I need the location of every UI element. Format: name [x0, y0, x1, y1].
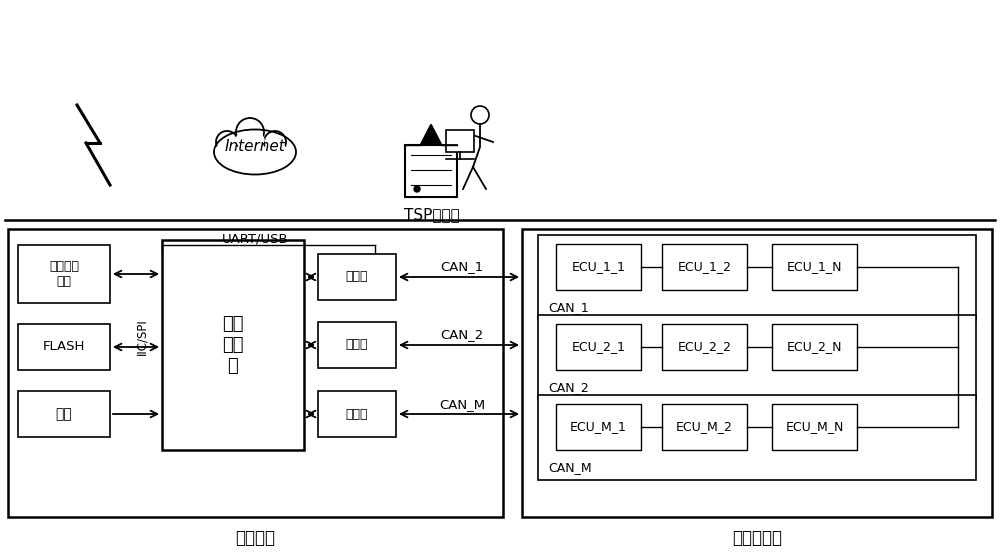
Bar [446, 130, 474, 152]
Text: 无线收发
模块: 无线收发 模块 [49, 260, 79, 288]
Bar [772, 324, 857, 370]
Text: ECU_2_1: ECU_2_1 [572, 341, 626, 354]
Bar [405, 145, 457, 197]
Text: 收发器: 收发器 [346, 407, 368, 421]
Text: CAN_1: CAN_1 [440, 260, 484, 274]
Text: 车载终端: 车载终端 [235, 529, 275, 547]
Ellipse shape [216, 143, 238, 157]
Text: Internet: Internet [225, 139, 285, 154]
Bar [538, 315, 976, 400]
Bar [556, 244, 641, 290]
Text: ECU_M_2: ECU_M_2 [676, 421, 733, 433]
Text: 收发器: 收发器 [346, 339, 368, 351]
Bar [662, 324, 747, 370]
Text: 中央
处理
器: 中央 处理 器 [222, 315, 244, 375]
Text: ECU_M_N: ECU_M_N [785, 421, 844, 433]
Bar [538, 395, 976, 480]
Text: ECU_1_1: ECU_1_1 [572, 260, 626, 274]
Text: IIC/SPI: IIC/SPI [136, 319, 148, 355]
Bar [556, 404, 641, 450]
Bar [772, 244, 857, 290]
Bar [522, 229, 992, 517]
Text: ECU_2_2: ECU_2_2 [678, 341, 732, 354]
Bar [772, 404, 857, 450]
Text: CAN_M: CAN_M [548, 462, 592, 475]
Ellipse shape [236, 118, 264, 146]
Bar [662, 404, 747, 450]
Bar [18, 245, 110, 303]
Text: CAN_1: CAN_1 [548, 301, 589, 315]
Text: ECU_2_N: ECU_2_N [787, 341, 842, 354]
Bar [318, 254, 396, 300]
Bar [556, 324, 641, 370]
Bar [318, 322, 396, 368]
Bar [162, 240, 304, 450]
Text: ECU_1_N: ECU_1_N [787, 260, 842, 274]
Text: CAN_2: CAN_2 [440, 329, 484, 341]
Text: FLASH: FLASH [43, 341, 85, 354]
Bar [662, 244, 747, 290]
Text: TSP服务器: TSP服务器 [404, 207, 460, 222]
Ellipse shape [236, 132, 264, 148]
Circle shape [414, 186, 420, 192]
Text: ECU_1_2: ECU_1_2 [678, 260, 732, 274]
Bar [18, 324, 110, 370]
Ellipse shape [216, 131, 238, 153]
Ellipse shape [264, 143, 286, 157]
Ellipse shape [264, 131, 286, 153]
Bar [538, 235, 976, 320]
Text: 电源: 电源 [56, 407, 72, 421]
Polygon shape [405, 125, 457, 145]
Text: UART/USB: UART/USB [222, 233, 288, 245]
Text: ECU_M_1: ECU_M_1 [570, 421, 627, 433]
Bar [18, 391, 110, 437]
Ellipse shape [214, 129, 296, 174]
Text: 车载控制器: 车载控制器 [732, 529, 782, 547]
Text: CAN_2: CAN_2 [548, 381, 589, 395]
Text: 收发器: 收发器 [346, 270, 368, 284]
Text: CAN_M: CAN_M [439, 398, 485, 411]
Bar [318, 391, 396, 437]
Bar [8, 229, 503, 517]
